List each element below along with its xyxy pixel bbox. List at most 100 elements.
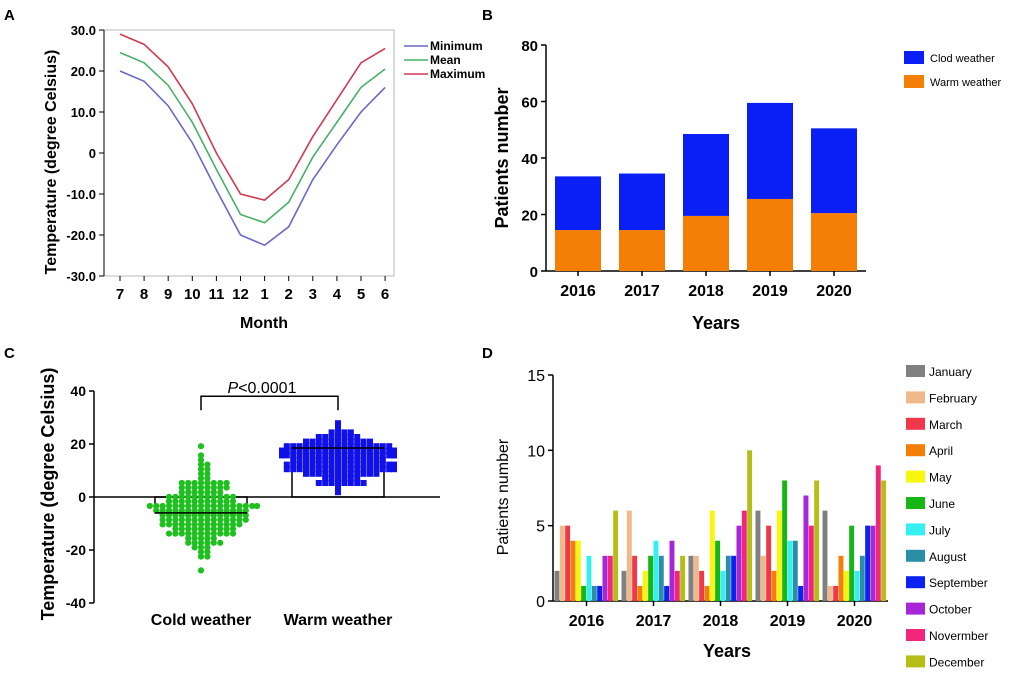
panel-c-point-warm [354,452,361,459]
panel-c-point-cold [197,535,205,542]
panel-c-point-warm [347,443,354,450]
panel-c-point-cold [217,484,224,491]
panel-d-bar-january [822,510,828,601]
panel-d-bar-june [849,525,855,601]
panel-a-xtick-label: 1 [260,286,268,303]
panel-d-legend-label: August [929,550,967,564]
panel-c-point-cold [185,535,192,542]
panel-d-bar-september [865,525,871,601]
panel-d-legend-label: June [929,497,955,511]
panel-c-point-warm [283,461,290,468]
panel-c-point-cold [191,539,198,546]
panel-c-point-warm [354,470,361,477]
panel-c-point-cold [165,502,173,510]
panel-c-point-cold [217,516,224,523]
panel-d-ylabel: Patients number [495,438,512,555]
panel-c-point-warm [360,461,367,468]
panel-c-point-warm [360,447,367,454]
panel-c-xtick-label: Warm weather [284,612,393,629]
panel-c-ylabel: Temperature (degree Celsius) [38,368,58,621]
panel-d-bar-july [787,540,793,601]
panel-c-point-warm [322,438,329,445]
panel-d-legend-swatch [906,444,925,457]
panel-c-point-cold [253,502,261,510]
panel-d-ytick-label: 15 [527,368,545,385]
panel-c-point-warm [386,447,393,454]
panel-c-point-warm [341,443,348,450]
panel-d-bar-september [731,555,737,601]
panel-c-point-cold [210,502,217,510]
panel-a-ytick-label: -30.0 [66,269,96,284]
panel-a-xlabel: Month [240,315,288,332]
panel-c-point-warm [341,466,348,473]
panel-d-legend-label: March [929,418,962,432]
panel-c-point-warm [341,452,348,459]
panel-c-point-cold [185,525,192,533]
panel-c-point-cold [191,493,198,500]
panel-c-point-warm [290,443,297,450]
panel-label-a: A [4,7,15,24]
panel-d-bar-april [838,555,844,601]
panel-c-point-cold [197,502,205,510]
panel-b-bar-warm-weather [747,198,793,271]
panel-d-ytick-label: 10 [527,443,545,460]
panel-c-point-cold [229,502,237,510]
panel-c-xtick-label: Cold weather [151,612,251,629]
panel-c-point-warm [322,480,329,486]
panel-c-point-cold [210,530,217,537]
panel-c-point-warm [309,470,316,477]
panel-c-point-cold [229,493,237,500]
panel-c-point-cold [191,544,198,551]
panel-c-point-warm [354,447,361,454]
panel-c-point-warm [347,447,354,454]
panel-c-point-cold [217,539,224,546]
panel-d-bar-february [626,510,632,601]
panel-d-legend-swatch [906,629,925,641]
panel-c-point-cold [185,493,192,500]
panel-c-point-cold [197,544,205,551]
panel-c-point-warm [315,461,322,468]
panel-c-point-cold [178,530,185,537]
panel-d-bar-novermber [741,510,747,601]
panel-c-point-warm [335,457,341,463]
panel-c-point-warm [328,447,335,454]
panel-d-bar-january [755,510,761,601]
panel-b-xtick-label: 2016 [560,283,596,300]
panel-a-xtick-label: 7 [116,286,124,303]
panel-c-point-cold [204,498,211,505]
panel-c-ytick-label: 40 [70,383,86,399]
panel-d-bar-may [776,510,782,601]
panel-c-point-cold [172,525,179,533]
panel-c-point-warm [335,466,341,473]
panel-c-point-warm [386,466,393,473]
panel-a-xtick-label: 3 [309,286,317,303]
panel-c-point-warm [322,447,329,454]
panel-c-point-warm [341,480,348,486]
panel-c-point-warm [335,475,341,482]
panel-c-annotation: P<0.0001 [228,380,297,397]
panel-c-point-warm [296,452,303,459]
panel-c-point-cold [185,489,192,496]
panel-d-legend-swatch [906,470,925,483]
panel-b-xtick-label: 2017 [624,283,660,300]
panel-d-bar-september [597,585,603,601]
panel-c-point-cold [185,521,192,528]
panel-c-point-warm [283,452,290,459]
panel-c-point-warm [347,461,354,468]
panel-b-bar-warm-weather [619,230,665,271]
panel-c-point-cold [191,516,198,523]
panel-d-bar-december [747,450,753,601]
panel-c-point-cold [191,521,198,528]
panel-label-d: D [482,345,493,362]
panel-c-point-warm [347,452,354,459]
panel-c-point-warm [335,484,341,491]
panel-c-point-cold [204,553,211,560]
panel-d-xtick-label: 2018 [703,613,739,630]
panel-c-point-warm [303,443,309,450]
panel-c-point-cold [210,493,217,500]
panel-b-ytick-label: 60 [521,95,538,112]
panel-c-point-warm [290,447,297,454]
panel-c-point-warm [367,457,373,463]
panel-c-point-warm [279,447,285,454]
panel-c-point-cold [217,493,224,500]
